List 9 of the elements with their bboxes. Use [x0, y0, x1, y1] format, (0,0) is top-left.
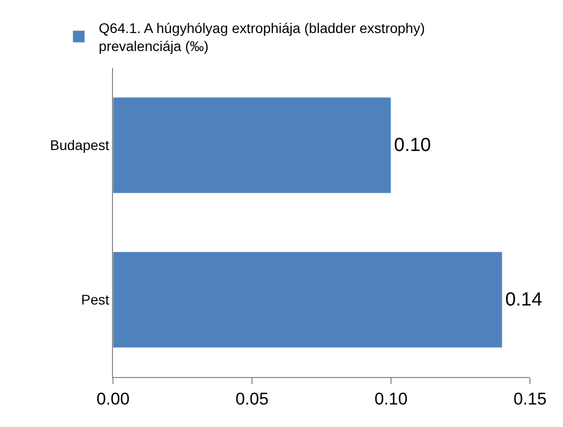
x-tick-label: 0.15: [513, 389, 547, 408]
data-label: 0.10: [394, 134, 431, 156]
x-tick-label: 0.05: [235, 389, 269, 408]
x-tick-label: 0.00: [96, 389, 130, 408]
y-tick-label: Budapest: [50, 137, 110, 154]
legend-label: Q64.1. A húgyhólyag extrophiája (bladder exstrophy) prevalenciája (‰): [98, 20, 425, 54]
data-label: 0.14: [505, 289, 543, 310]
x-tick-label: 0.10: [374, 389, 408, 408]
y-tick-label: Pest: [81, 292, 110, 308]
